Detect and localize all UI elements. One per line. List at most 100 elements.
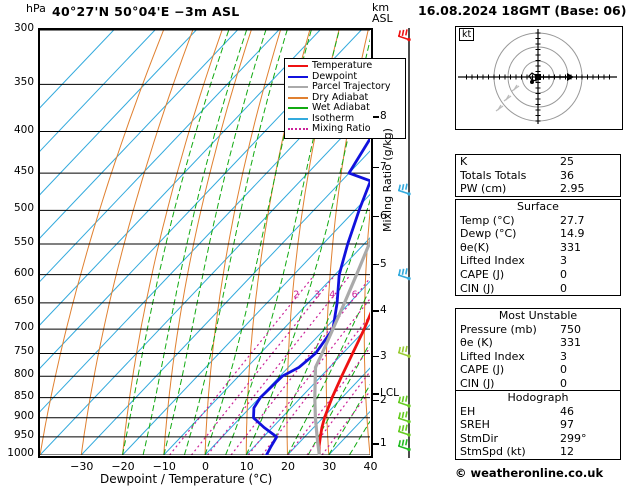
table-row-value: 3 xyxy=(560,349,567,363)
legend-item: Dewpoint xyxy=(288,70,402,83)
table-row: Totals Totals 36 xyxy=(456,169,620,183)
temperature-tick-label: 0 xyxy=(202,460,209,473)
altitude-tick xyxy=(373,263,379,266)
table-row-key: SREH xyxy=(460,418,490,432)
legend-label: Dewpoint xyxy=(312,70,358,82)
wind-barb xyxy=(396,439,411,452)
table-title: Hodograph xyxy=(507,391,569,404)
table-row: θe (K) 331 xyxy=(456,336,620,350)
altitude-tick-label: 4 xyxy=(380,304,387,317)
altitude-unit-asl: ASL xyxy=(372,12,393,25)
mixing-ratio-axis-label: Mixing Ratio (g/kg) xyxy=(381,128,394,232)
table-title: Most Unstable xyxy=(498,309,578,322)
hodograph-panel: kt xyxy=(455,26,623,130)
table-row-value: 299° xyxy=(560,431,587,445)
table-row-key: θe(K) xyxy=(460,240,490,254)
wind-barb xyxy=(396,424,411,437)
altitude-tick xyxy=(373,166,379,169)
altitude-axis: 1 2 3 4 5 6 7 8 LCL xyxy=(373,28,403,458)
altitude-tick xyxy=(373,355,379,358)
temperature-tick-label: 20 xyxy=(281,460,295,473)
table-title: Surface xyxy=(517,200,559,213)
table-row-value: 27.7 xyxy=(560,213,585,227)
pressure-tick-label: 350 xyxy=(13,76,34,89)
wind-barb xyxy=(396,29,411,42)
wind-barb-column xyxy=(396,28,420,458)
legend-item: Dry Adiabat xyxy=(288,91,402,104)
altitude-tick-label: 7 xyxy=(380,160,387,173)
temperature-tick-label: 40 xyxy=(363,460,378,473)
altitude-tick-label: 2 xyxy=(380,393,387,406)
altitude-tick-label: 5 xyxy=(380,257,387,270)
hodograph-stats-table: Hodograph EH 46 SREH 97 StmDir 299° StmSpd (kt)… xyxy=(455,390,621,460)
wind-barb xyxy=(396,345,411,358)
table-row-value: 36 xyxy=(560,168,574,182)
table-row-key: CAPE (J) xyxy=(460,363,505,377)
table-row-value: 14.9 xyxy=(560,227,585,241)
table-row: StmSpd (kt) 12 xyxy=(456,445,620,459)
legend: Temperature Dewpoint Parcel Trajectory Dry … xyxy=(284,58,406,139)
table-row: CIN (J) 0 xyxy=(456,282,620,296)
pressure-tick-label: 900 xyxy=(13,409,34,422)
copyright-credit: © weatheronline.co.uk xyxy=(455,466,604,480)
table-row: CIN (J) 0 xyxy=(456,377,620,391)
svg-text:3: 3 xyxy=(314,289,320,300)
table-row-key: Lifted Index xyxy=(460,349,525,363)
altitude-tick xyxy=(373,310,379,312)
legend-swatch xyxy=(288,117,308,120)
table-row-key: Dewp (°C) xyxy=(460,227,517,241)
table-row-value: 3 xyxy=(560,254,567,268)
legend-item: Temperature xyxy=(288,61,402,72)
table-row-value: 2.95 xyxy=(560,182,585,196)
altitude-tick xyxy=(373,215,379,218)
table-row: Temp (°C) 27.7 xyxy=(456,214,620,228)
legend-item: Mixing Ratio xyxy=(288,124,402,135)
table-row-key: θe (K) xyxy=(460,336,493,350)
table-row-key: StmDir xyxy=(460,431,499,445)
table-row: θe(K) 331 xyxy=(456,241,620,255)
altitude-tick xyxy=(373,116,379,118)
table-row: EH 46 xyxy=(456,405,620,419)
table-row-value: 46 xyxy=(560,404,574,418)
altitude-tick-label: 3 xyxy=(380,349,387,362)
table-row-value: 12 xyxy=(560,445,574,459)
altitude-tick xyxy=(373,399,379,402)
temperature-tick-label: −20 xyxy=(111,460,135,473)
legend-swatch xyxy=(288,128,308,131)
table-row-key: CIN (J) xyxy=(460,281,495,295)
legend-swatch xyxy=(288,65,308,68)
table-row-value: 331 xyxy=(560,240,581,254)
table-row-value: 331 xyxy=(560,336,581,350)
legend-item: Wet Adiabat xyxy=(288,103,402,114)
temperature-tick-label: 30 xyxy=(322,460,337,473)
pressure-tick-label: 700 xyxy=(13,321,34,334)
table-row: K 25 xyxy=(456,155,620,169)
wind-barb xyxy=(396,395,411,408)
pressure-tick-label: 1000 xyxy=(7,447,34,459)
temperature-tick-label: −30 xyxy=(70,460,94,473)
table-row: PW (cm) 2.95 xyxy=(456,182,620,196)
table-row: CAPE (J) 0 xyxy=(456,363,620,377)
table-row-value: 25 xyxy=(560,155,574,168)
pressure-tick-label: 500 xyxy=(13,202,34,215)
altitude-tick-label: 1 xyxy=(380,437,387,450)
table-row-value: 0 xyxy=(560,363,567,377)
wind-barb xyxy=(396,268,411,281)
table-row: CAPE (J) 0 xyxy=(456,268,620,282)
page-title: 40°27'N 50°04'E −3m ASL xyxy=(52,4,240,19)
surface-parcel-table: Surface Temp (°C) 27.7 Dewp (°C) 14.9 θe(K) 33… xyxy=(455,199,621,297)
table-row-key: StmSpd (kt) xyxy=(460,445,526,459)
table-row-key: CAPE (J) xyxy=(460,267,505,281)
pressure-tick-label: 600 xyxy=(13,266,34,279)
pressure-tick-label: 550 xyxy=(13,235,34,248)
legend-swatch xyxy=(288,86,308,89)
table-row: StmDir 299° xyxy=(456,432,620,446)
legend-label: Dry Adiabat xyxy=(312,91,369,103)
legend-swatch xyxy=(288,75,308,78)
temperature-tick-label: 10 xyxy=(239,460,254,473)
pressure-tick-label: 850 xyxy=(13,389,34,402)
altitude-unit-km: km xyxy=(372,1,390,14)
wind-barb xyxy=(396,183,411,196)
pressure-tick-label: 750 xyxy=(13,345,34,358)
table-row: Dewp (°C) 14.9 xyxy=(456,227,620,241)
